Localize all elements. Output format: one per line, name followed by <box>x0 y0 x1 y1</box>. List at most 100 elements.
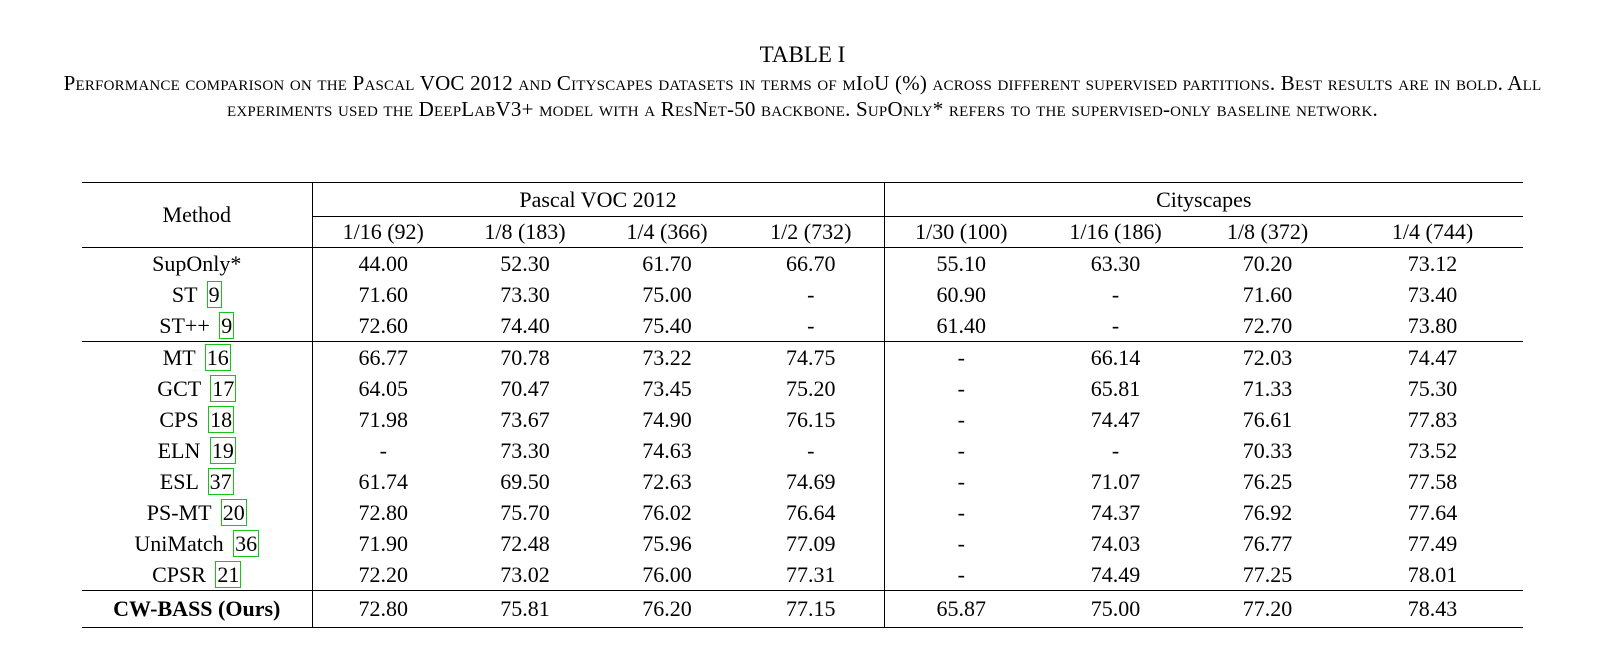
value-cell: 70.33 <box>1242 437 1293 463</box>
value-cell: 69.50 <box>500 468 550 494</box>
value-cell: 77.49 <box>1407 530 1458 556</box>
partition-header: 1/16 (186) <box>1038 216 1194 248</box>
citation-link[interactable]: 17 <box>210 374 237 402</box>
value-cell: 76.02 <box>642 499 692 525</box>
value-cell: 77.25 <box>1193 559 1343 591</box>
method-name-cell: UniMatch 36 <box>82 528 313 559</box>
table-row: UniMatch 36 71.90 72.48 75.96 77.09 - 74.03 76.… <box>82 528 1523 559</box>
citation-link[interactable]: 37 <box>207 467 234 495</box>
value-cell: - <box>738 279 885 310</box>
value-cell: 71.98 <box>358 406 409 432</box>
value-cell: 77.20 <box>1193 590 1343 628</box>
value-cell: 78.01 <box>1342 559 1524 591</box>
citation-link[interactable]: 20 <box>220 498 247 526</box>
citation-link[interactable]: 36 <box>233 529 260 557</box>
partition-header: 1/8 (372) <box>1193 216 1343 248</box>
value-cell: 70.47 <box>500 375 550 401</box>
citation-link[interactable]: 9 <box>206 280 222 308</box>
value-cell: - <box>957 344 965 370</box>
value-cell: 72.03 <box>1242 344 1293 370</box>
value-cell: 65.81 <box>1090 375 1141 401</box>
method-column-header: Method <box>82 182 313 248</box>
value-cell: - <box>957 499 965 525</box>
value-cell: 74.49 <box>1038 559 1194 591</box>
value-cell: 76.64 <box>738 497 885 528</box>
value-cell: 71.60 <box>358 281 409 307</box>
value-cell: 66.70 <box>738 247 885 279</box>
results-table: Method Pascal VOC 2012 Cityscapes 1/16 (… <box>82 182 1524 628</box>
value-cell: 77.58 <box>1407 468 1458 494</box>
value-cell: - <box>884 559 1039 591</box>
value-cell: 72.60 <box>312 310 454 342</box>
value-cell: 72.63 <box>642 468 692 494</box>
value-cell: 55.10 <box>936 250 987 276</box>
value-cell: 74.47 <box>1090 406 1141 432</box>
value-cell: 78.43 <box>1342 590 1524 628</box>
value-cell: - <box>957 375 965 401</box>
value-cell: 72.20 <box>312 559 454 591</box>
table-row: MT 16 66.77 70.78 73.22 74.75 - 66.14 72.03 74.4… <box>82 341 1523 373</box>
value-cell: 65.87 <box>884 590 1039 628</box>
method-name: ESL <box>159 468 199 494</box>
value-cell: 75.81 <box>454 590 596 628</box>
value-cell: - <box>1111 437 1120 463</box>
table-row: ELN 19 - 73.30 74.63 - - - 70.33 73.52 <box>82 435 1523 466</box>
method-name-cell: ESL 37 <box>82 466 313 497</box>
citation-link[interactable]: 21 <box>215 560 242 588</box>
method-name-cell: CW-BASS (Ours) <box>82 590 313 628</box>
value-cell: 63.30 <box>1090 250 1141 276</box>
table-row: ST 9 71.60 73.30 75.00 - 60.90 - 71.60 73.40 <box>82 279 1523 310</box>
value-cell: 76.92 <box>1242 499 1293 525</box>
method-name: GCT <box>157 375 201 401</box>
value-cell: 73.80 <box>1342 310 1524 342</box>
value-cell: 76.61 <box>1242 406 1293 432</box>
value-cell: 75.70 <box>500 499 550 525</box>
value-cell: 74.69 <box>738 466 885 497</box>
value-cell: 64.05 <box>358 375 409 401</box>
partition-header: 1/16 (92) <box>312 216 454 248</box>
value-cell: - <box>957 437 965 463</box>
table-row: CPSR 21 72.20 73.02 76.00 77.31-74.49 77.25 78… <box>82 559 1524 591</box>
citation-link[interactable]: 16 <box>204 343 231 371</box>
value-cell: - <box>738 435 885 466</box>
value-cell: 76.25 <box>1242 468 1293 494</box>
value-cell: 75.20 <box>738 373 885 404</box>
citation-link[interactable]: 18 <box>208 405 235 433</box>
value-cell: 61.70 <box>642 250 692 276</box>
method-name: SupOnly* <box>152 250 242 276</box>
value-cell: 71.90 <box>358 530 409 556</box>
value-cell: 75.40 <box>596 310 738 342</box>
citation-link[interactable]: 9 <box>219 311 235 339</box>
partition-header: 1/30 (100) <box>884 216 1039 248</box>
method-name-cell: PS-MT 20 <box>82 497 313 528</box>
table-row: GCT 17 64.05 70.47 73.45 75.20 - 65.81 71.33 75.… <box>82 373 1523 404</box>
value-cell: 77.09 <box>738 528 885 559</box>
value-cell: 77.83 <box>1407 406 1458 432</box>
pascal-voc-group-header: Pascal VOC 2012 <box>312 182 885 217</box>
table-row: SupOnly* 44.00 52.30 61.70 66.70 55.10 63.30 70… <box>82 247 1523 279</box>
value-cell: 72.70 <box>1193 310 1343 342</box>
value-cell: 74.75 <box>738 341 885 373</box>
citation-link[interactable]: 19 <box>209 436 236 464</box>
value-cell: - <box>1038 310 1194 342</box>
partition-header: 1/4 (366) <box>596 216 738 248</box>
value-cell: 73.45 <box>642 375 692 401</box>
value-cell: 73.40 <box>1407 281 1458 307</box>
value-cell: - <box>1111 281 1120 307</box>
table-row: ST++ 9 72.60 74.40 75.40-61.40-72.70 73.80 <box>82 310 1524 342</box>
value-cell: 52.30 <box>500 250 550 276</box>
method-name: PS-MT <box>146 499 212 525</box>
value-cell: 70.20 <box>1242 250 1293 276</box>
value-cell: 70.78 <box>500 344 550 370</box>
partition-header: 1/8 (183) <box>454 216 596 248</box>
value-cell: 73.30 <box>500 281 550 307</box>
value-cell: 75.30 <box>1407 375 1458 401</box>
value-cell: 77.64 <box>1407 499 1458 525</box>
value-cell: 74.47 <box>1407 344 1458 370</box>
value-cell: - <box>379 437 387 463</box>
value-cell: 73.67 <box>500 406 550 432</box>
value-cell: 72.80 <box>358 499 409 525</box>
table-caption-title: TABLE I <box>759 42 846 67</box>
value-cell: 71.07 <box>1090 468 1141 494</box>
value-cell: 73.52 <box>1407 437 1458 463</box>
